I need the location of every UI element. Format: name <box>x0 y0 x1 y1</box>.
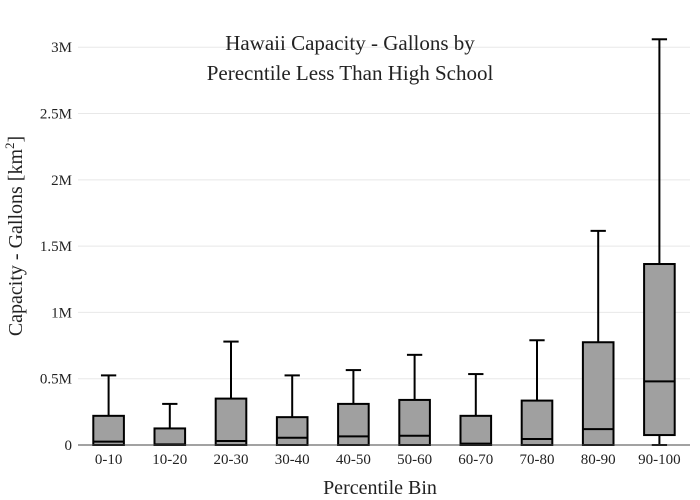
box-10-20 <box>153 402 187 446</box>
y-tick-label: 2M <box>51 173 72 189</box>
box-body <box>581 341 615 447</box>
x-tick-label: 80-90 <box>581 452 616 468</box>
box-0-10 <box>92 374 125 446</box>
y-tick-label: 0.5M <box>40 372 72 388</box>
box-body <box>398 398 431 447</box>
box-70-80 <box>520 339 554 446</box>
box-body <box>643 263 676 437</box>
x-tick-label: 90-100 <box>638 452 681 468</box>
box-30-40 <box>275 374 309 447</box>
y-axis-title-superscript: 2 <box>2 142 17 149</box>
box-90-100 <box>643 38 676 446</box>
x-axis-ticks: 0-10 10-20 20-30 30-40 40-50 50-60 60-70 70-80 8… <box>95 452 681 468</box>
y-tick-label: 0 <box>65 438 73 454</box>
x-axis-title: Percentile Bin <box>323 477 437 499</box>
y-tick-label: 1M <box>51 305 72 321</box>
y-axis-title: Capacity - Gallons [km2] <box>2 136 27 336</box>
box-body <box>214 397 248 446</box>
x-tick-label: 70-80 <box>520 452 555 468</box>
y-axis-ticks: 0 0.5M 1M 1.5M 2M 2.5M 3M <box>40 40 72 454</box>
y-tick-label: 2.5M <box>40 107 72 123</box>
box-body <box>153 427 187 446</box>
x-tick-label: 50-60 <box>397 452 432 468</box>
x-tick-label: 10-20 <box>152 452 187 468</box>
box-body <box>275 416 309 447</box>
box-body <box>337 402 370 447</box>
box-50-60 <box>398 353 431 447</box>
box-body <box>459 414 493 446</box>
x-tick-label: 0-10 <box>95 452 123 468</box>
box-80-90 <box>581 229 615 447</box>
box-20-30 <box>214 340 248 446</box>
boxes <box>78 38 690 447</box>
x-tick-label: 20-30 <box>214 452 249 468</box>
x-tick-label: 30-40 <box>275 452 310 468</box>
chart-title-line-2: Perecntile Less Than High School <box>207 61 494 85</box>
y-tick-label: 1.5M <box>40 239 72 255</box>
y-tick-label: 3M <box>51 40 72 56</box>
chart-title-line-1: Hawaii Capacity - Gallons by <box>225 31 475 55</box>
x-tick-label: 60-70 <box>458 452 493 468</box>
y-axis-title-main: Capacity - Gallons [km <box>5 149 27 337</box>
box-body <box>520 399 554 446</box>
x-tick-label: 40-50 <box>336 452 371 468</box>
box-body <box>92 414 125 446</box>
y-axis-title-suffix: ] <box>5 136 27 143</box>
box-40-50 <box>337 369 370 447</box>
box-60-70 <box>459 373 493 446</box>
